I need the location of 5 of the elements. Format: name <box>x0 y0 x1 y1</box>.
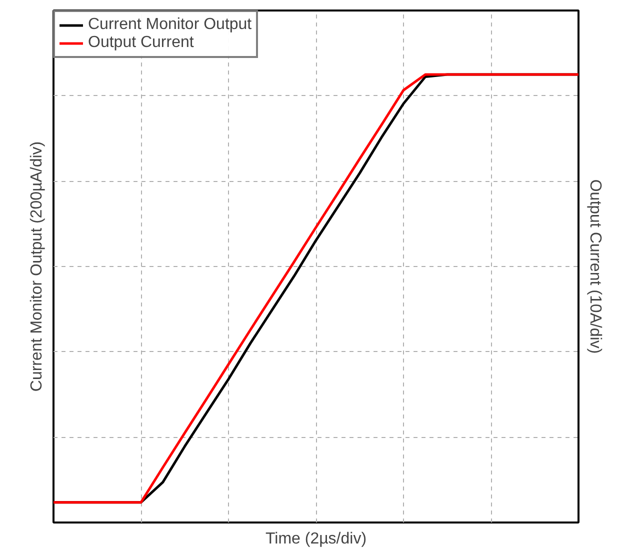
legend-label: Current Monitor Output <box>88 16 252 34</box>
y2-axis-title: Output Current (10A/div) <box>586 179 604 354</box>
legend-label: Output Current <box>88 34 194 52</box>
y-axis-title: Current Monitor Output (200µA/div) <box>28 141 46 392</box>
x-axis-title: Time (2µs/div) <box>265 530 367 548</box>
